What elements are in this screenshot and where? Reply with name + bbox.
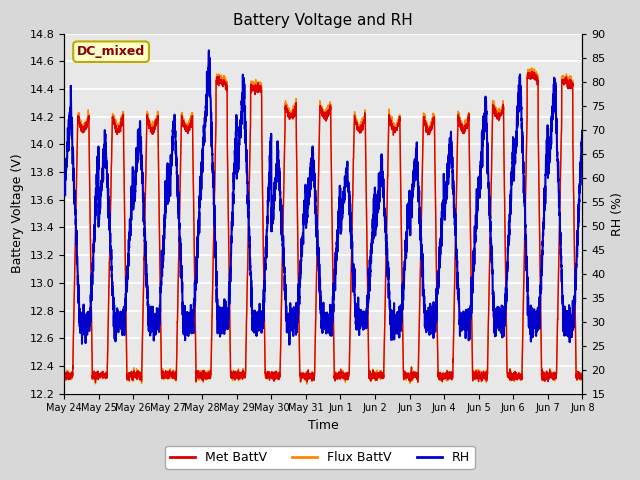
Flux BattV: [60, 369, 68, 374]
RH: [154, 314, 161, 320]
RH: [285, 342, 293, 348]
Met BattV: [579, 373, 586, 379]
Legend: Met BattV, Flux BattV, RH: Met BattV, Flux BattV, RH: [165, 446, 475, 469]
Flux BattV: [439, 370, 447, 376]
Flux BattV: [468, 372, 476, 378]
Flux BattV: [304, 371, 312, 376]
Flux BattV: [528, 65, 536, 71]
Met BattV: [60, 372, 68, 377]
Met BattV: [439, 372, 447, 378]
Met BattV: [154, 117, 161, 123]
RH: [578, 135, 586, 141]
RH: [304, 201, 312, 207]
Flux BattV: [154, 115, 161, 120]
RH: [60, 190, 68, 196]
X-axis label: Time: Time: [308, 419, 339, 432]
RH: [579, 165, 586, 171]
Met BattV: [578, 371, 586, 376]
Met BattV: [92, 380, 99, 385]
Met BattV: [529, 69, 536, 74]
Title: Battery Voltage and RH: Battery Voltage and RH: [234, 13, 413, 28]
Flux BattV: [579, 374, 586, 380]
Line: Met BattV: Met BattV: [64, 72, 582, 383]
RH: [411, 178, 419, 184]
RH: [205, 48, 212, 53]
Line: Flux BattV: Flux BattV: [64, 68, 582, 384]
Met BattV: [411, 374, 419, 380]
RH: [440, 200, 447, 205]
Flux BattV: [303, 381, 311, 387]
RH: [469, 279, 477, 285]
Text: DC_mixed: DC_mixed: [77, 45, 145, 58]
Line: RH: RH: [64, 50, 582, 345]
Y-axis label: RH (%): RH (%): [611, 192, 624, 236]
Met BattV: [468, 372, 476, 378]
Flux BattV: [411, 374, 419, 380]
Met BattV: [304, 371, 312, 377]
Y-axis label: Battery Voltage (V): Battery Voltage (V): [11, 154, 24, 274]
Flux BattV: [578, 371, 586, 377]
